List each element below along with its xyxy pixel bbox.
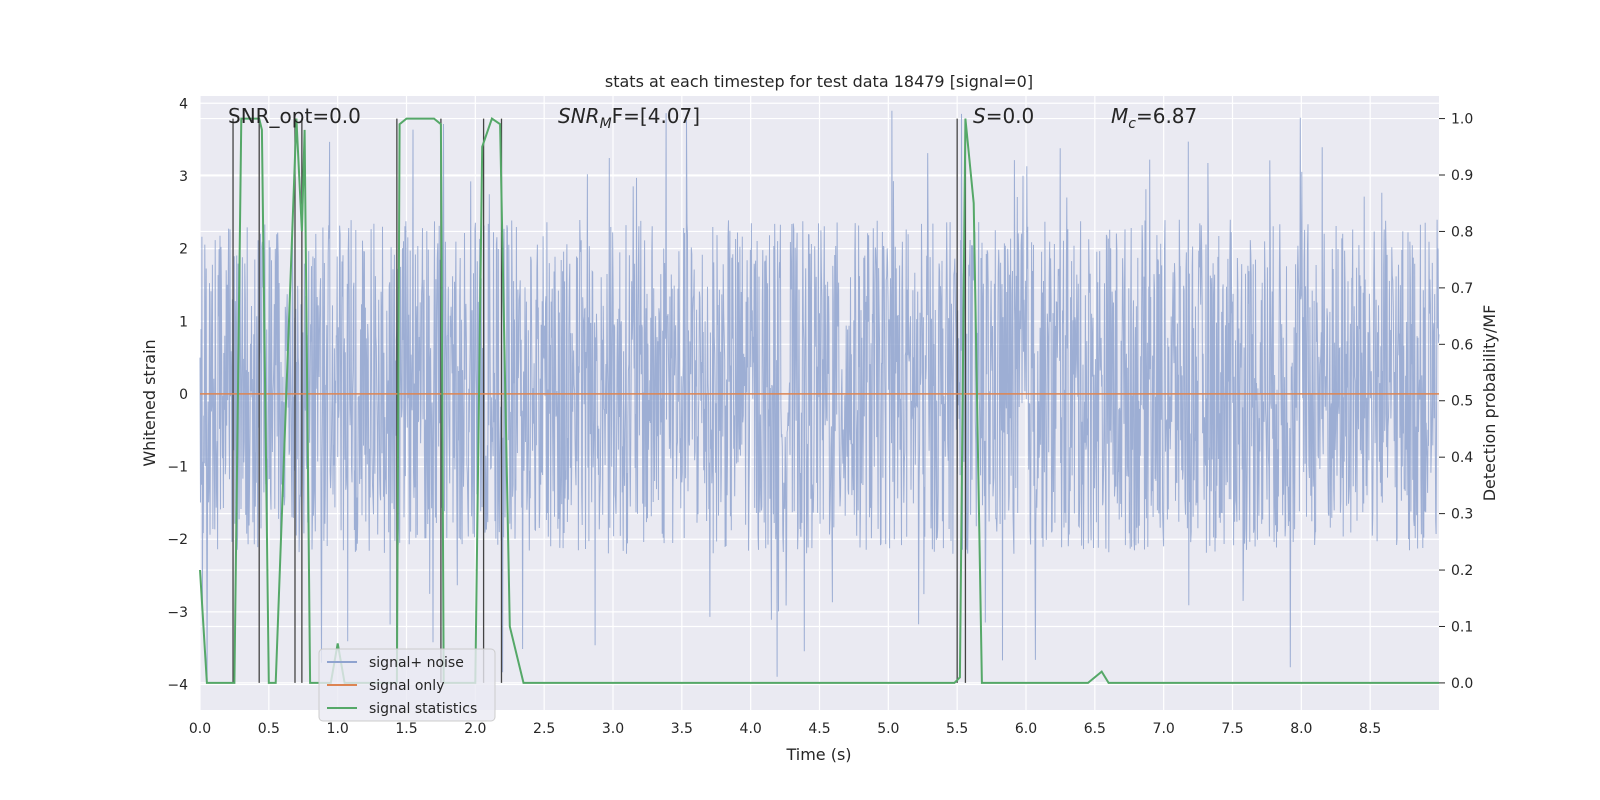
y-right-tick-label: 0.7 (1451, 281, 1473, 297)
y-right-tick-label: 0.4 (1451, 450, 1473, 466)
x-tick-label: 6.0 (1015, 721, 1037, 737)
series-signal-plus-noise (199, 110, 1440, 681)
x-tick-label: 2.0 (464, 721, 486, 737)
x-tick-label: 7.5 (1221, 721, 1243, 737)
legend-label-signal-noise: signal+ noise (369, 655, 464, 671)
x-tick-label: 1.5 (395, 721, 417, 737)
mc-subscript: c (1128, 116, 1136, 132)
y-axis-label: Whitened strain (140, 339, 159, 466)
y-right-tick-label: 0.6 (1451, 337, 1473, 353)
x-tick-label: 5.5 (946, 721, 968, 737)
snr-mf-value: F=[4.07] (612, 104, 700, 128)
y-tick-label: −2 (167, 532, 188, 548)
y-right-tick-label: 0.5 (1451, 394, 1473, 410)
x-tick-label: 3.5 (671, 721, 693, 737)
x-tick-label: 8.0 (1290, 721, 1312, 737)
chart-title: stats at each timestep for test data 184… (605, 72, 1033, 91)
x-tick-label: 5.0 (877, 721, 899, 737)
y-right-tick-label: 0.2 (1451, 563, 1473, 579)
legend: signal+ noise signal only signal statist… (318, 648, 496, 722)
y-right-tick-label: 0.8 (1451, 224, 1473, 240)
y-tick-label: 1 (179, 314, 188, 330)
axes-text: 0.0 0.5 1.0 1.5 2.0 2.5 3.0 3.5 4.0 4.5 5.0 5.5 6.0 6… (167, 96, 1473, 737)
s-symbol: S (973, 104, 986, 128)
x-tick-label: 1.0 (327, 721, 349, 737)
y-tick-label: −1 (167, 460, 188, 476)
annotation-mc: Mc=6.87 (1111, 104, 1197, 132)
x-tick-label: 3.0 (602, 721, 624, 737)
y-tick-label: 0 (179, 387, 188, 403)
y-tick-label: 4 (179, 96, 188, 112)
x-tick-label: 8.5 (1359, 721, 1381, 737)
x-tick-label: 4.5 (808, 721, 830, 737)
x-tick-label: 2.5 (533, 721, 555, 737)
annotation-snr-opt: SNR_opt=0.0 (228, 104, 361, 128)
legend-box (318, 648, 496, 722)
y-axis-right-label: Detection probability/MF (1480, 305, 1499, 502)
y-right-tick-label: 0.0 (1451, 676, 1473, 692)
y-right-tick-label: 0.3 (1451, 507, 1473, 523)
x-tick-label: 4.0 (740, 721, 762, 737)
x-tick-label: 0.5 (258, 721, 280, 737)
y-tick-label: −3 (167, 605, 188, 621)
y-tick-label: −4 (167, 678, 188, 694)
mc-symbol: M (1111, 104, 1128, 128)
snr-mf-subscript: M (600, 116, 612, 132)
y-tick-label: 2 (179, 242, 188, 258)
signal-plus-noise-series (199, 110, 1440, 681)
y-tick-label: 3 (179, 169, 188, 185)
x-axis-label: Time (s) (785, 745, 851, 764)
annotation-s: S=0.0 (973, 104, 1034, 128)
s-value: =0.0 (986, 104, 1035, 128)
y-right-tick-label: 0.9 (1451, 168, 1473, 184)
x-tick-label: 6.5 (1084, 721, 1106, 737)
legend-label-signal-only: signal only (369, 678, 444, 694)
mc-value: =6.87 (1136, 104, 1197, 128)
y-right-tick-label: 0.1 (1451, 619, 1473, 635)
legend-label-signal-statistics: signal statistics (369, 701, 477, 717)
x-tick-label: 0.0 (189, 721, 211, 737)
annotation-snr-mf: SNRMF=[4.07] (558, 104, 700, 132)
y-right-tick-label: 1.0 (1451, 112, 1473, 128)
snr-mf-symbol: SNR (558, 104, 600, 128)
x-tick-label: 7.0 (1153, 721, 1175, 737)
